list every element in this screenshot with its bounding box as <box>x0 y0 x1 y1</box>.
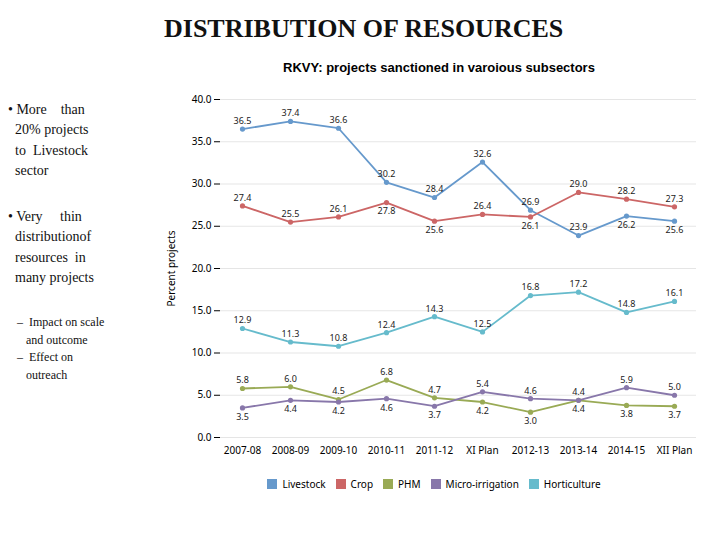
html-text:Livestock: Livestock <box>282 476 326 491</box>
svg-text:XII Plan: XII Plan <box>657 443 693 457</box>
svg-text:17.2: 17.2 <box>570 277 588 290</box>
svg-text:4.2: 4.2 <box>332 404 345 417</box>
svg-text:30.0: 30.0 <box>192 176 212 190</box>
svg-text:27.3: 27.3 <box>666 192 684 205</box>
svg-text:4.6: 4.6 <box>380 401 393 414</box>
svg-text:5.8: 5.8 <box>236 373 249 386</box>
svg-text:37.4: 37.4 <box>282 106 300 119</box>
svg-text:20.0: 20.0 <box>192 261 212 275</box>
html-text:RKVY: projects sanctioned in v: RKVY: projects sanctioned in varoious su… <box>283 60 595 75</box>
svg-text:28.2: 28.2 <box>618 184 636 197</box>
svg-text:4.7: 4.7 <box>428 383 441 396</box>
svg-text:4.5: 4.5 <box>332 384 345 397</box>
svg-text:29.0: 29.0 <box>570 177 588 190</box>
svg-text:14.3: 14.3 <box>426 302 444 315</box>
svg-text:6.8: 6.8 <box>380 365 393 378</box>
svg-text:28.4: 28.4 <box>426 182 444 195</box>
svg-text:4.4: 4.4 <box>572 385 585 398</box>
svg-text:4.6: 4.6 <box>524 384 537 397</box>
svg-text:2012-13: 2012-13 <box>512 443 550 457</box>
svg-text:2007-08: 2007-08 <box>224 443 262 457</box>
svg-text:4.4: 4.4 <box>284 402 297 415</box>
svg-text:3.8: 3.8 <box>620 407 633 420</box>
svg-text:3.0: 3.0 <box>524 414 537 427</box>
html-text:– Impact on scale and outcome: – Impact on scale and outcome – Effect o… <box>8 315 105 382</box>
svg-text:0.0: 0.0 <box>197 430 211 444</box>
svg-text:26.4: 26.4 <box>474 199 492 212</box>
svg-text:2010-11: 2010-11 <box>368 443 406 457</box>
svg-text:12.4: 12.4 <box>378 318 396 331</box>
svg-text:30.2: 30.2 <box>378 167 396 180</box>
svg-text:23.9: 23.9 <box>570 220 588 233</box>
svg-text:25.0: 25.0 <box>192 218 212 232</box>
svg-text:26.9: 26.9 <box>522 195 540 208</box>
svg-text:XI Plan: XI Plan <box>466 443 498 457</box>
html-text:Micro-irrigation: Micro-irrigation <box>445 476 519 491</box>
svg-text:2008-09: 2008-09 <box>272 443 310 457</box>
svg-text:12.9: 12.9 <box>234 313 252 326</box>
svg-text:10.8: 10.8 <box>330 331 348 344</box>
svg-text:10.0: 10.0 <box>192 345 212 359</box>
svg-text:3.7: 3.7 <box>428 408 441 421</box>
svg-text:26.2: 26.2 <box>618 218 636 231</box>
svg-text:26.1: 26.1 <box>522 219 540 232</box>
svg-text:5.0: 5.0 <box>197 387 211 401</box>
svg-text:3.7: 3.7 <box>668 408 681 421</box>
html-text:• Very thin distributionof res: • Very thin distributionof resources in … <box>8 209 94 286</box>
svg-text:27.4: 27.4 <box>234 191 252 204</box>
svg-text:4.2: 4.2 <box>476 404 489 417</box>
svg-text:5.9: 5.9 <box>620 373 633 386</box>
svg-text:3.5: 3.5 <box>236 410 249 423</box>
svg-text:36.5: 36.5 <box>234 114 252 127</box>
svg-text:2011-12: 2011-12 <box>416 443 454 457</box>
svg-text:6.0: 6.0 <box>284 372 297 385</box>
svg-text:2013-14: 2013-14 <box>560 443 598 457</box>
svg-text:25.5: 25.5 <box>282 207 300 220</box>
svg-text:26.1: 26.1 <box>330 202 348 215</box>
svg-text:15.0: 15.0 <box>192 303 212 317</box>
svg-text:25.6: 25.6 <box>666 223 684 236</box>
html-text:DISTRIBUTION OF RESOURCES: DISTRIBUTION OF RESOURCES <box>164 14 564 43</box>
html-text:• More than 20% projects to Li: • More than 20% projects to Livestock se… <box>8 102 89 178</box>
svg-text:36.6: 36.6 <box>330 113 348 126</box>
svg-text:25.6: 25.6 <box>426 223 444 236</box>
svg-text:40.0: 40.0 <box>192 92 212 106</box>
svg-text:2009-10: 2009-10 <box>320 443 358 457</box>
html-text:Horticulture: Horticulture <box>543 476 601 491</box>
svg-text:4.4: 4.4 <box>572 402 585 415</box>
svg-text:12.5: 12.5 <box>474 317 492 330</box>
html-text:PHM: PHM <box>398 476 421 491</box>
svg-text:2014-15: 2014-15 <box>608 443 646 457</box>
svg-text:14.8: 14.8 <box>618 297 636 310</box>
svg-text:35.0: 35.0 <box>192 134 212 148</box>
svg-text:16.1: 16.1 <box>666 286 684 299</box>
svg-text:11.3: 11.3 <box>282 327 300 340</box>
svg-text:5.4: 5.4 <box>476 377 489 390</box>
html-text:Crop: Crop <box>350 476 373 491</box>
svg-text:Percent projects: Percent projects <box>164 230 178 306</box>
svg-text:16.8: 16.8 <box>522 280 540 293</box>
svg-text:27.8: 27.8 <box>378 204 396 217</box>
svg-text:32.6: 32.6 <box>474 147 492 160</box>
svg-text:5.0: 5.0 <box>668 380 681 393</box>
